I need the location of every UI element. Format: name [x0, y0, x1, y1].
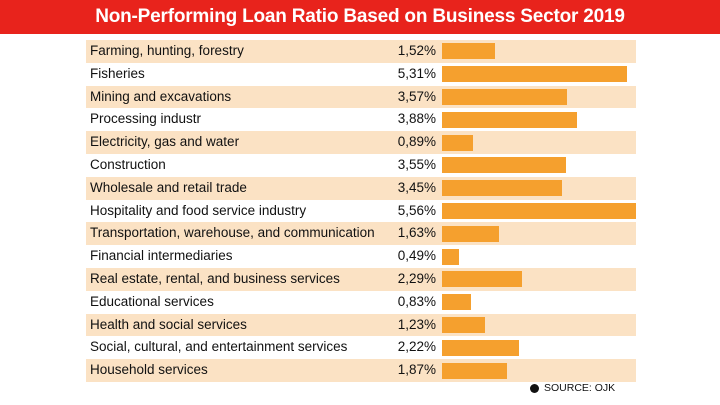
- bar: [442, 225, 499, 242]
- value-label: 2,22%: [397, 339, 436, 355]
- bar: [442, 248, 460, 265]
- chart-row: Real estate, rental, and business servic…: [86, 267, 636, 291]
- value-label: 1,87%: [397, 362, 436, 378]
- category-label: Electricity, gas and water: [90, 134, 240, 150]
- category-label: Wholesale and retail trade: [90, 179, 247, 195]
- value-label: 0,49%: [397, 248, 436, 264]
- bar: [442, 362, 508, 379]
- value-label: 3,45%: [397, 179, 436, 195]
- source-note: SOURCE: OJK: [530, 382, 615, 394]
- category-label: Mining and excavations: [90, 88, 232, 104]
- bullet-icon: [530, 383, 539, 393]
- chart-row: Mining and excavations 3,57%: [86, 85, 636, 109]
- value-label: 5,56%: [397, 202, 436, 218]
- chart-row: Electricity, gas and water 0,89%: [86, 131, 636, 154]
- bar: [442, 202, 636, 219]
- category-label: Hospitality and food service industry: [90, 202, 307, 218]
- bar: [442, 66, 628, 83]
- chart-row: Farming, hunting, forestry 1,52%: [86, 40, 636, 63]
- value-label: 3,88%: [397, 111, 436, 127]
- value-label: 2,29%: [397, 270, 436, 286]
- category-label: Farming, hunting, forestry: [90, 43, 244, 58]
- bar: [442, 294, 471, 311]
- value-label: 5,31%: [397, 65, 436, 81]
- category-label: Fisheries: [90, 65, 145, 81]
- bar: [442, 111, 578, 128]
- category-label: Processing industr: [90, 111, 202, 127]
- category-label: Social, cultural, and entertainment serv…: [90, 339, 348, 355]
- chart-row: Household services 1,87%: [86, 359, 636, 382]
- category-label: Transportation, warehouse, and communica…: [90, 225, 375, 241]
- chart-row: Fisheries 5,31%: [86, 63, 636, 86]
- category-label: Health and social services: [90, 316, 247, 332]
- value-label: 3,55%: [397, 156, 436, 172]
- bar: [442, 339, 520, 356]
- chart-title-bar: Non-Performing Loan Ratio Based on Busin…: [0, 0, 720, 34]
- bar-chart: Farming, hunting, forestry 1,52% Fisheries…: [86, 40, 636, 382]
- bar: [442, 157, 566, 174]
- value-label: 1,23%: [397, 316, 436, 332]
- bar: [442, 316, 485, 333]
- chart-row: Health and social services 1,23%: [86, 313, 636, 337]
- chart-row: Construction 3,55%: [86, 154, 636, 177]
- chart-title: Non-Performing Loan Ratio Based on Busin…: [95, 6, 625, 27]
- chart-row: Transportation, warehouse, and communica…: [86, 222, 636, 246]
- value-label: 1,52%: [397, 43, 436, 58]
- chart-row: Wholesale and retail trade 3,45%: [86, 176, 636, 200]
- chart-row: Financial intermediaries 0,49%: [86, 245, 636, 268]
- category-label: Household services: [90, 362, 208, 378]
- category-label: Construction: [90, 156, 166, 172]
- chart-row: Hospitality and food service industry 5,5…: [86, 200, 636, 223]
- bar: [442, 88, 567, 105]
- chart-row: Social, cultural, and entertainment serv…: [86, 336, 636, 359]
- category-label: Educational services: [90, 293, 214, 309]
- value-label: 0,89%: [397, 134, 436, 150]
- source-label: SOURCE: OJK: [544, 382, 616, 394]
- value-label: 0,83%: [397, 293, 436, 309]
- bar: [442, 43, 496, 60]
- category-label: Financial intermediaries: [90, 248, 233, 264]
- bar: [442, 134, 474, 151]
- bar: [442, 180, 563, 197]
- value-label: 3,57%: [397, 88, 436, 104]
- category-label: Real estate, rental, and business servic…: [90, 270, 340, 286]
- value-label: 1,63%: [397, 225, 436, 241]
- chart-row: Processing industr 3,88%: [86, 108, 636, 131]
- bar: [442, 271, 522, 288]
- chart-row: Educational services 0,83%: [86, 291, 636, 314]
